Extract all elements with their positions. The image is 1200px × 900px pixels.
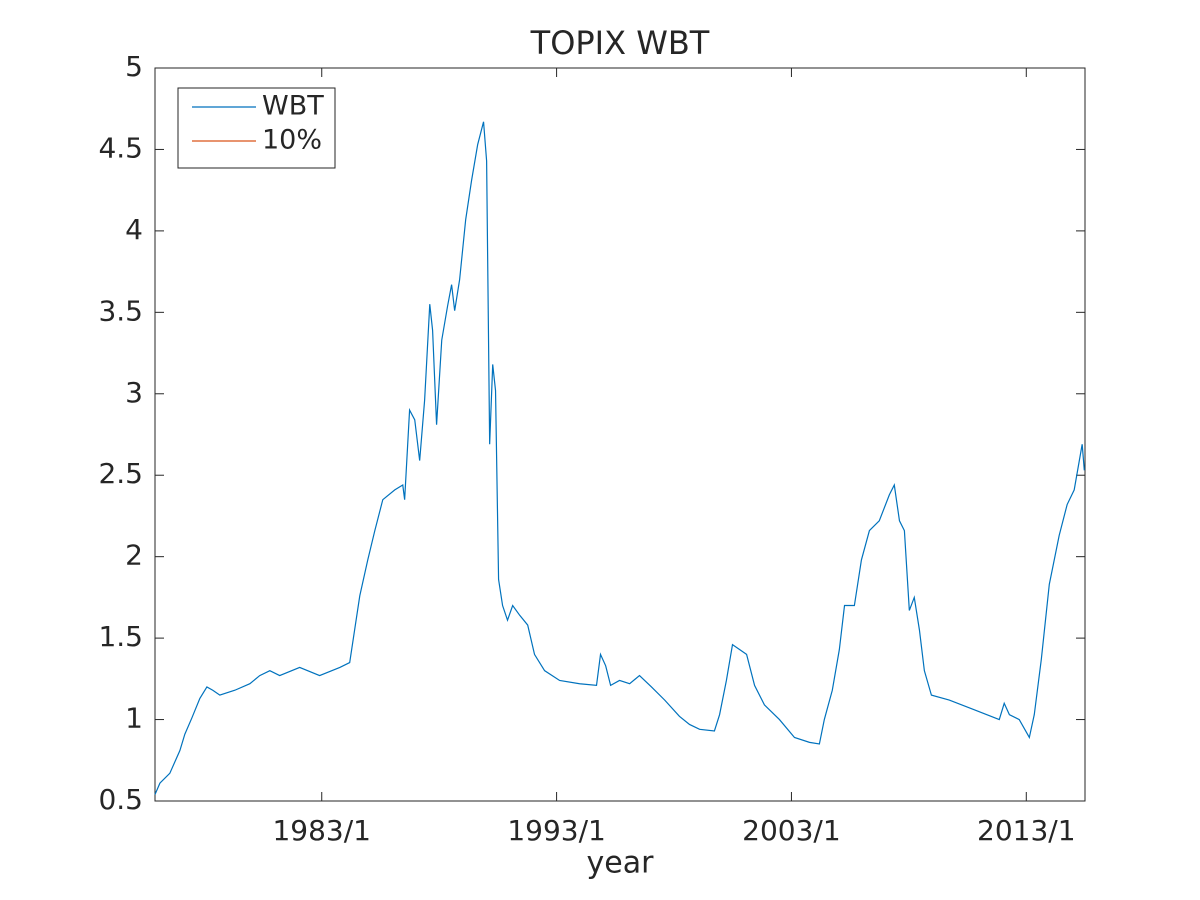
- series-line: [154, 121, 1085, 795]
- legend-label: 10%: [262, 125, 322, 156]
- y-tick-label: 3: [125, 376, 143, 409]
- y-tick-label: 1.5: [98, 620, 143, 653]
- x-tick-label: 2003/1: [742, 814, 841, 847]
- x-tick-label: 2013/1: [977, 814, 1076, 847]
- y-tick-label: 2.5: [98, 457, 143, 490]
- legend-box: [177, 87, 336, 169]
- y-tick-label: 4: [125, 213, 143, 246]
- y-tick-label: 0.5: [98, 783, 143, 816]
- chart-title: TOPIX WBT: [530, 24, 710, 62]
- x-tick-label: 1993/1: [507, 814, 606, 847]
- x-axis-label: year: [587, 846, 655, 881]
- y-tick-label: 5: [125, 50, 143, 83]
- y-tick-label: 1: [125, 702, 143, 735]
- y-tick-label: 3.5: [98, 294, 143, 327]
- y-tick-label: 4.5: [98, 131, 143, 164]
- legend-label: WBT: [262, 91, 324, 122]
- plot-frame: [154, 67, 1086, 802]
- y-tick-label: 2: [125, 539, 143, 572]
- x-tick-label: 1983/1: [272, 814, 371, 847]
